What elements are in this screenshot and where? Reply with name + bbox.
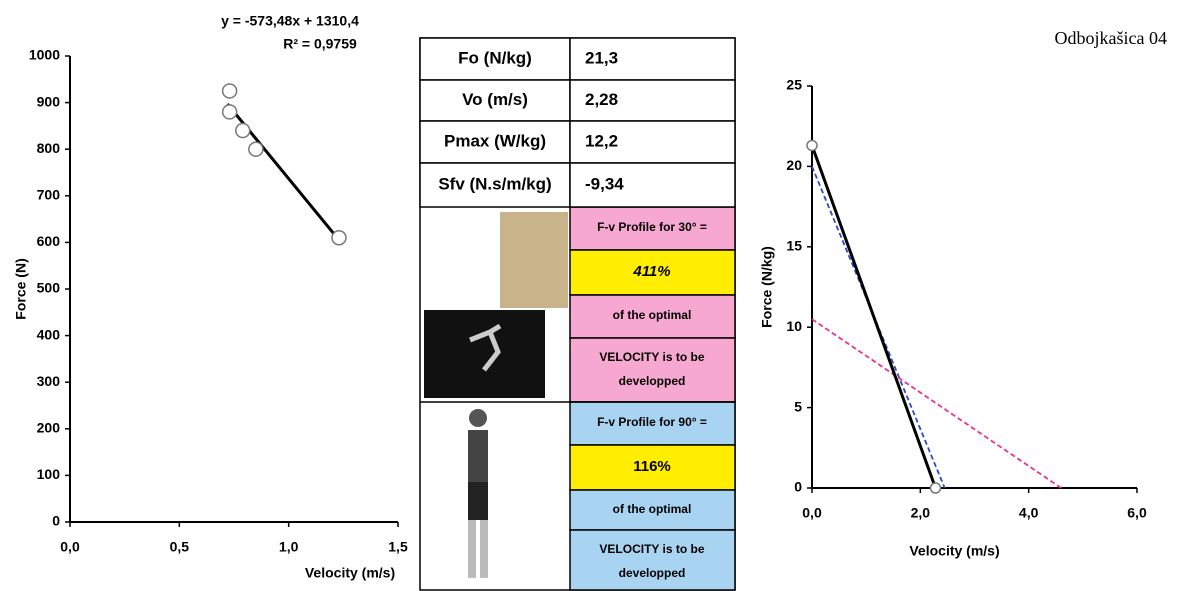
- y-tick-label: 500: [37, 280, 61, 296]
- profile-text: F-v Profile for 30° =: [597, 220, 707, 234]
- y-tick-label: 100: [37, 466, 61, 482]
- row-label: Fo (N/kg): [458, 48, 532, 67]
- profile-text: 411%: [632, 263, 670, 280]
- y-tick-label: 900: [37, 93, 61, 109]
- x-tick-label: 0,0: [60, 539, 80, 555]
- point: [931, 483, 941, 493]
- annotation: y = -573,48x + 1310,4: [221, 13, 359, 29]
- cell: [570, 530, 735, 590]
- y-tick-label: 200: [37, 420, 61, 436]
- y-tick-label: 10: [786, 318, 802, 334]
- series-line: [812, 319, 1061, 488]
- y-tick-label: 20: [786, 157, 802, 173]
- profile-text: VELOCITY is to be: [599, 542, 704, 556]
- profile-text: of the optimal: [613, 502, 692, 516]
- y-tick-label: 1000: [29, 47, 60, 63]
- row-value: 21,3: [585, 48, 618, 67]
- x-tick-label: 6,0: [1127, 505, 1147, 521]
- y-tick-label: 5: [794, 398, 802, 414]
- point: [236, 124, 250, 138]
- x-axis-label: Velocity (m/s): [305, 565, 395, 581]
- row-value: 2,28: [585, 90, 618, 109]
- page: Fo (N/kg) 21,3 Vo (m/s) 2,28 Pmax (W/kg) 12,2…: [0, 0, 1177, 591]
- row-label: Pmax (W/kg): [444, 131, 546, 150]
- y-tick-label: 800: [37, 140, 61, 156]
- y-axis-label: Force (N): [13, 258, 29, 319]
- x-tick-label: 2,0: [911, 505, 931, 521]
- profile-text: VELOCITY is to be: [599, 350, 704, 364]
- point: [223, 84, 237, 98]
- profile-text: developped: [619, 374, 686, 388]
- y-tick-label: 0: [794, 479, 802, 495]
- row-value: 12,2: [585, 131, 618, 150]
- series-line: [812, 145, 936, 488]
- chart-title: Odbojkašica 04: [1055, 28, 1167, 48]
- y-axis-label: Force (N/kg): [759, 246, 775, 328]
- row-label: Vo (m/s): [462, 90, 528, 109]
- cell: [570, 338, 735, 402]
- point: [807, 140, 817, 150]
- point: [223, 105, 237, 119]
- x-axis-label: Velocity (m/s): [909, 543, 999, 559]
- y-tick-label: 300: [37, 373, 61, 389]
- sprinter-image: [424, 310, 545, 398]
- y-tick-label: 600: [37, 233, 61, 249]
- x-tick-label: 1,5: [388, 539, 408, 555]
- profile-text: developped: [619, 566, 686, 580]
- x-tick-label: 0,5: [170, 539, 190, 555]
- row-label: Sfv (N.s/m/kg): [438, 174, 551, 193]
- y-tick-label: 15: [786, 238, 802, 254]
- x-tick-label: 1,0: [279, 539, 299, 555]
- y-tick-label: 25: [786, 77, 802, 93]
- profile-text: F-v Profile for 90° =: [597, 415, 707, 429]
- y-tick-label: 700: [37, 187, 61, 203]
- point: [332, 231, 346, 245]
- y-tick-label: 400: [37, 326, 61, 342]
- row-value: -9,34: [585, 174, 624, 193]
- x-tick-label: 4,0: [1019, 505, 1039, 521]
- point: [249, 142, 263, 156]
- x-tick-label: 0,0: [802, 505, 822, 521]
- cyclist-image: [500, 212, 568, 308]
- annotation: R² = 0,9759: [283, 36, 357, 52]
- profile-text: 116%: [633, 458, 671, 475]
- profile-text: of the optimal: [613, 308, 692, 322]
- y-tick-label: 0: [52, 513, 60, 529]
